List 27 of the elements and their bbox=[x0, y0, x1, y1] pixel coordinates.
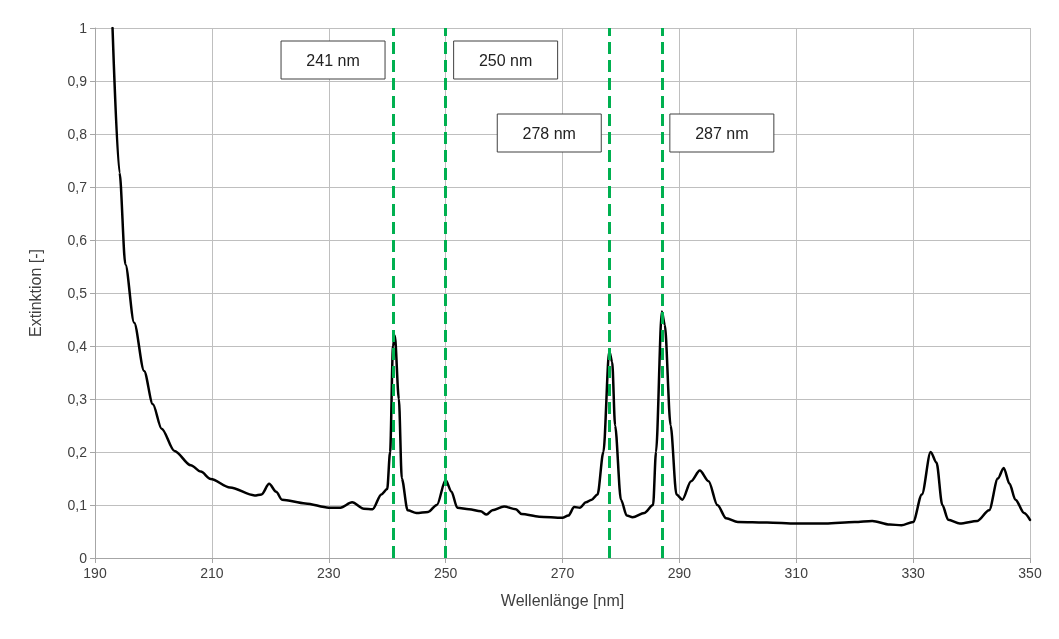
x-tick-label: 190 bbox=[83, 565, 107, 581]
x-axis-title: Wellenlänge [nm] bbox=[500, 591, 625, 609]
y-tick-label: 0 bbox=[79, 550, 88, 566]
x-tick-label: 350 bbox=[1018, 565, 1042, 581]
x-tick-label: 290 bbox=[667, 565, 692, 581]
y-tick-label: 0,2 bbox=[67, 444, 88, 460]
y-tick-label: 0,8 bbox=[67, 126, 88, 142]
x-tick-label: 270 bbox=[550, 565, 575, 581]
y-tick-label: 0,6 bbox=[67, 232, 88, 248]
y-tick-label: 0,1 bbox=[67, 497, 88, 513]
ref-line-label: 278 nm bbox=[522, 124, 576, 142]
ref-line-label: 241 nm bbox=[306, 51, 360, 69]
ref-line-label: 250 nm bbox=[478, 51, 533, 69]
y-tick-label: 1 bbox=[79, 20, 88, 36]
x-tick-label: 230 bbox=[317, 565, 341, 581]
line-series bbox=[111, 26, 1032, 527]
y-tick-label: 0,3 bbox=[67, 391, 88, 407]
x-tick-label: 330 bbox=[901, 565, 926, 581]
x-tick-label: 210 bbox=[200, 565, 224, 581]
y-axis-title: Extinktion [-] bbox=[26, 248, 44, 338]
y-tick-label: 0,9 bbox=[67, 73, 88, 89]
y-tick-label: 0,4 bbox=[67, 338, 88, 354]
y-tick-label: 0,5 bbox=[67, 285, 88, 301]
y-tick-label: 0,7 bbox=[67, 179, 88, 195]
x-tick-label: 310 bbox=[784, 565, 809, 581]
x-tick-label: 250 bbox=[433, 565, 458, 581]
ref-line-label: 287 nm bbox=[695, 124, 749, 142]
